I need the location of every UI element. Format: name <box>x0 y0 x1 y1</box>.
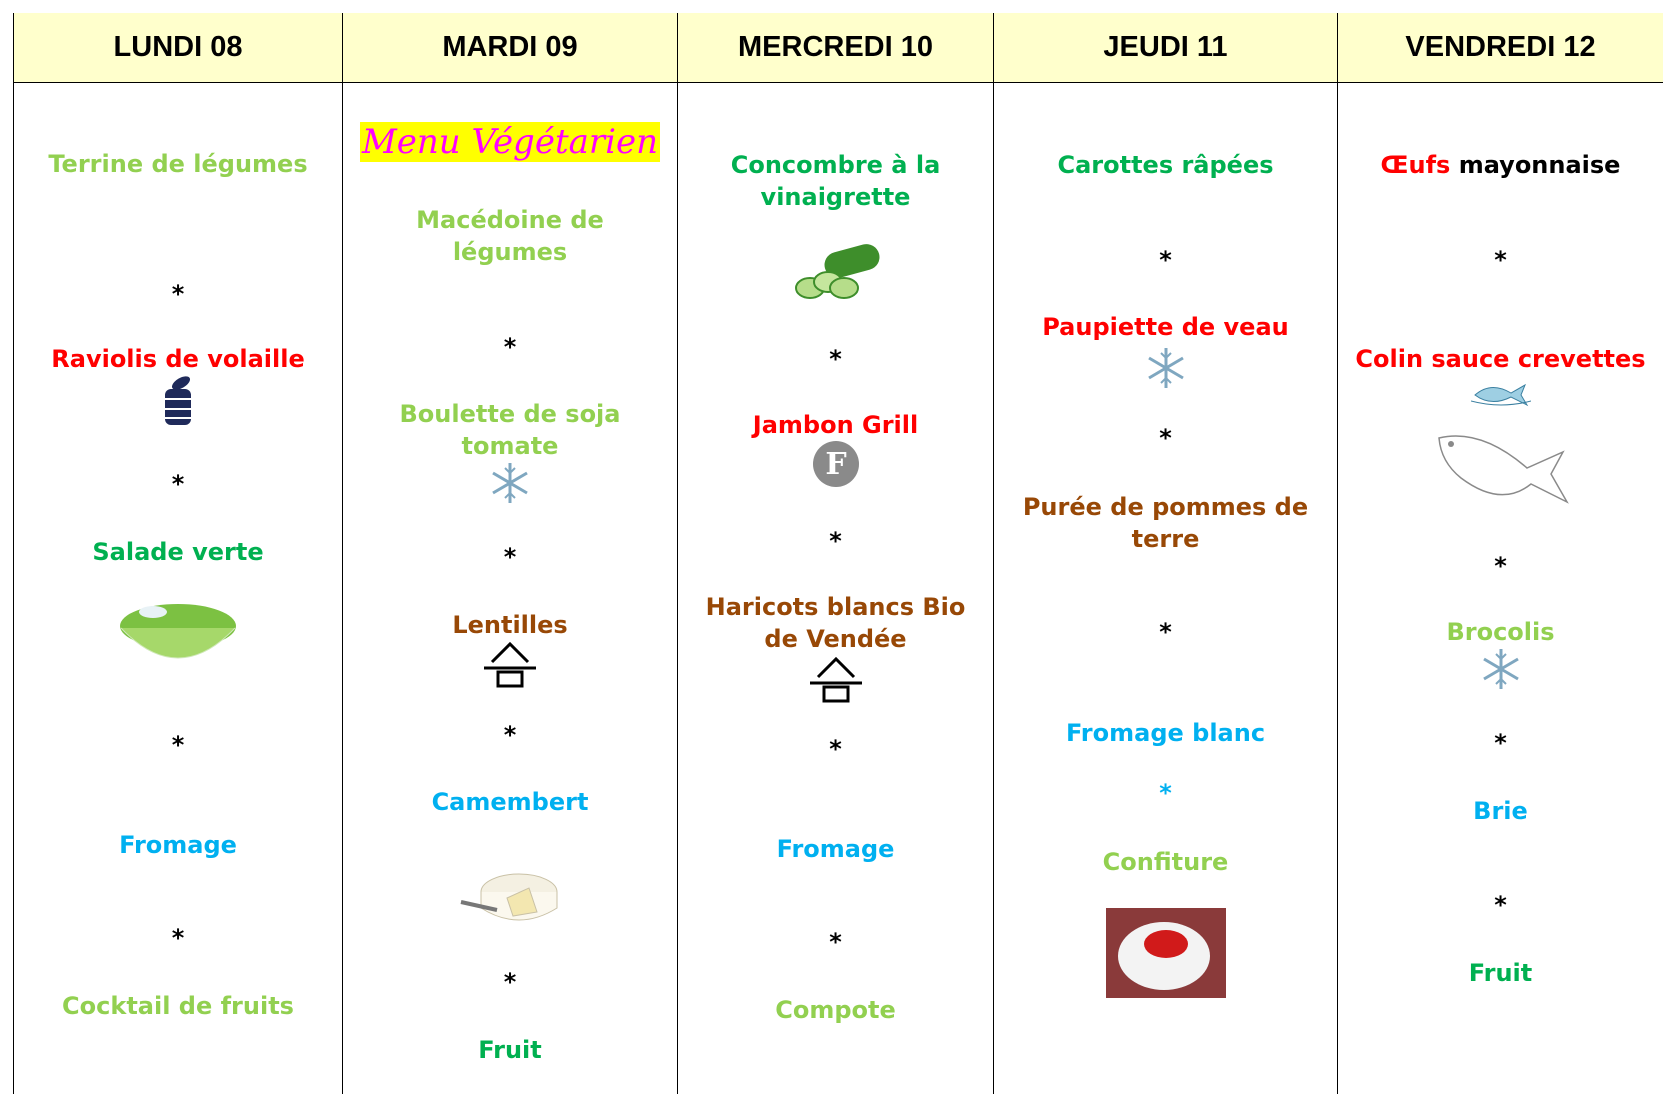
menu-item: Paupiette de veau <box>1042 313 1289 341</box>
menu-item: Fromage <box>776 835 895 863</box>
food-picture <box>480 638 540 692</box>
food-picture <box>1144 346 1188 394</box>
day-header: MERCREDI 10 <box>678 13 993 82</box>
table-border <box>342 13 343 1094</box>
food-picture <box>457 852 563 928</box>
menu-item: Œufs mayonnaise <box>1298 149 1663 181</box>
menu-item: * <box>503 968 517 996</box>
menu-item: * <box>171 470 185 498</box>
food-picture <box>784 244 888 314</box>
table-border <box>13 82 1663 83</box>
menu-item: * <box>171 280 185 308</box>
menu-item: Purée de pommes de terre <box>1022 493 1309 553</box>
day-header: MARDI 09 <box>343 13 677 82</box>
menu-item: Camembert <box>431 788 589 816</box>
menu-item: * <box>1494 729 1507 757</box>
menu-item: * <box>829 527 842 555</box>
menu-item: Fruit <box>1468 959 1533 987</box>
menu-item: Menu Végétarien <box>355 122 665 162</box>
day-header: LUNDI 08 <box>14 13 342 82</box>
day-header: VENDREDI 12 <box>1338 13 1663 82</box>
menu-item: Confiture <box>1102 848 1229 876</box>
menu-item: * <box>171 731 185 759</box>
menu-item: Fromage blanc <box>1065 719 1266 747</box>
menu-item: * <box>1159 424 1172 452</box>
menu-item: Boulette de soja tomate <box>399 400 621 460</box>
menu-item: * <box>1159 779 1172 807</box>
menu-item: * <box>829 345 842 373</box>
svg-text:F: F <box>825 447 846 482</box>
menu-item: Haricots blancs Bio de Vendée <box>705 593 966 653</box>
menu-item: * <box>171 924 185 952</box>
food-picture <box>161 375 195 431</box>
menu-item: Fruit <box>478 1036 542 1064</box>
menu-item: Concombre à la vinaigrette <box>730 151 941 211</box>
menu-item: Raviolis de volaille <box>51 345 305 373</box>
menu-item: Brocolis <box>1446 618 1555 646</box>
menu-item: Colin sauce crevettes <box>1355 345 1646 373</box>
menu-item: Salade verte <box>92 538 264 566</box>
menu-item: Terrine de légumes <box>48 150 308 178</box>
food-picture <box>488 461 532 509</box>
menu-item-part: Œufs <box>1380 151 1451 179</box>
table-border <box>1337 13 1338 1094</box>
menu-item: Jambon Grill <box>752 411 919 439</box>
table-border <box>993 13 994 1094</box>
food-picture: F <box>809 439 863 493</box>
menu-item: Compote <box>775 996 896 1024</box>
menu-item: * <box>1494 891 1507 919</box>
menu-item: * <box>1494 552 1507 580</box>
table-border <box>677 13 678 1094</box>
menu-item: * <box>829 735 842 763</box>
day-header: JEUDI 11 <box>994 13 1337 82</box>
menu-item: * <box>503 333 517 361</box>
menu-item: * <box>503 543 517 571</box>
menu-item: * <box>1159 246 1172 274</box>
food-picture <box>1479 647 1523 695</box>
food-picture <box>1105 908 1226 1002</box>
menu-item: Macédoine de légumes <box>416 206 604 266</box>
menu-item: Brie <box>1473 797 1528 825</box>
menu-item: Carottes râpées <box>1057 151 1274 179</box>
menu-item: * <box>1494 246 1507 274</box>
menu-item: Cocktail de fruits <box>62 992 294 1020</box>
menu-item: Lentilles <box>452 611 568 639</box>
food-picture <box>113 588 243 674</box>
menu-item-part: mayonnaise <box>1458 151 1621 179</box>
menu-item: * <box>829 928 842 956</box>
menu-item: * <box>503 721 517 749</box>
food-picture <box>806 653 866 707</box>
menu-label: Menu Végétarien <box>359 122 661 162</box>
food-picture <box>1431 418 1571 522</box>
food-picture <box>1470 379 1531 411</box>
menu-item: Fromage <box>119 831 237 859</box>
table-border <box>13 13 14 1094</box>
menu-item: * <box>1159 618 1172 646</box>
